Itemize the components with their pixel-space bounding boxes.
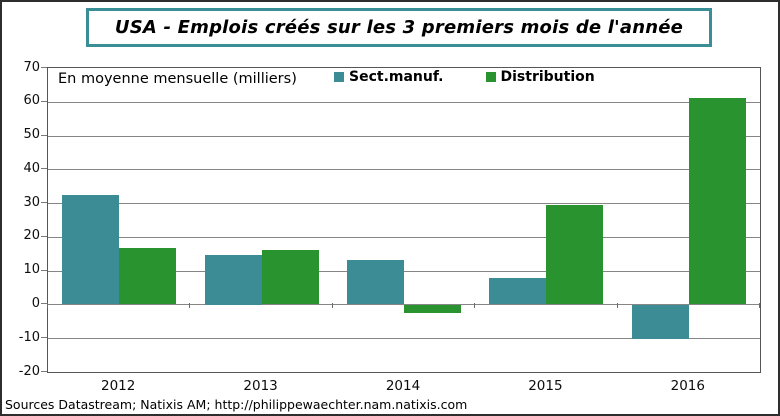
y-axis-label-0: 0 bbox=[31, 295, 40, 311]
legend-item-distribution: Distribution bbox=[485, 69, 595, 85]
source-note: Sources Datastream; Natixis AM; http://p… bbox=[5, 397, 468, 412]
gridline-y10 bbox=[48, 270, 760, 272]
bar-distribution-2014 bbox=[404, 305, 461, 314]
legend-label-sect-manuf: Sect.manuf. bbox=[349, 69, 444, 85]
y-axis-tick-0 bbox=[41, 303, 47, 305]
bar-sectmanuf-2015 bbox=[489, 277, 547, 305]
x-axis-label-2012: 2012 bbox=[101, 378, 136, 394]
gridline-y-10 bbox=[48, 338, 760, 340]
bar-distribution-2013 bbox=[261, 250, 319, 305]
y-axis-tick-20 bbox=[41, 235, 47, 237]
y-axis-tick--20 bbox=[41, 371, 47, 372]
x-axis-tick-0 bbox=[47, 303, 48, 309]
bar-distribution-2015 bbox=[546, 205, 604, 305]
y-axis-label-40: 40 bbox=[23, 160, 40, 176]
y-axis-tick--10 bbox=[41, 337, 47, 339]
legend: Sect.manuf. Distribution bbox=[334, 69, 595, 85]
y-axis-label-60: 60 bbox=[23, 93, 40, 109]
y-axis-label--20: -20 bbox=[18, 363, 40, 379]
y-axis-tick-10 bbox=[41, 269, 47, 271]
x-axis-label-2014: 2014 bbox=[385, 378, 421, 394]
y-axis-tick-50 bbox=[41, 134, 47, 136]
gridline-y50 bbox=[48, 135, 760, 137]
x-axis-label-2016: 2016 bbox=[670, 378, 705, 394]
legend-label-distribution: Distribution bbox=[500, 69, 595, 85]
y-axis-label-30: 30 bbox=[23, 194, 40, 210]
x-axis-tick-2 bbox=[331, 303, 333, 309]
gridline-y30 bbox=[48, 203, 760, 205]
gridline-y0 bbox=[48, 304, 760, 306]
y-axis-label--10: -10 bbox=[18, 329, 40, 345]
bar-sectmanuf-2016 bbox=[631, 305, 689, 340]
legend-item-sect-manuf: Sect.manuf. bbox=[334, 69, 444, 85]
bar-distribution-2012 bbox=[119, 248, 177, 305]
x-axis-label-2015: 2015 bbox=[528, 378, 563, 394]
x-axis-tick-5 bbox=[759, 303, 760, 309]
axis-unit-note: En moyenne mensuelle (milliers) bbox=[58, 71, 297, 87]
gridline-y60 bbox=[48, 101, 760, 103]
plot-area bbox=[47, 67, 761, 373]
legend-swatch-sect-manuf bbox=[334, 72, 344, 82]
legend-swatch-distribution bbox=[485, 72, 496, 82]
gridline-y20 bbox=[48, 236, 760, 238]
x-axis-label-2013: 2013 bbox=[243, 378, 278, 394]
bar-sectmanuf-2012 bbox=[62, 195, 120, 305]
y-axis-label-70: 70 bbox=[23, 59, 40, 75]
bar-sectmanuf-2013 bbox=[204, 254, 262, 305]
bar-distribution-2016 bbox=[688, 98, 746, 305]
bar-sectmanuf-2014 bbox=[347, 259, 404, 305]
chart-title: USA - Emplois créés sur les 3 premiers m… bbox=[114, 17, 684, 38]
y-axis-tick-40 bbox=[41, 168, 47, 170]
x-axis-tick-4 bbox=[616, 303, 618, 309]
y-axis-tick-30 bbox=[41, 202, 47, 204]
y-axis-tick-70 bbox=[41, 67, 47, 68]
y-axis-tick-60 bbox=[41, 100, 47, 102]
y-axis-label-20: 20 bbox=[23, 228, 40, 244]
y-axis-label-10: 10 bbox=[23, 262, 40, 278]
gridline-y40 bbox=[48, 169, 760, 171]
y-axis-label-50: 50 bbox=[23, 127, 40, 143]
x-axis-tick-1 bbox=[189, 303, 191, 309]
x-axis-tick-3 bbox=[474, 303, 476, 309]
chart-title-box: USA - Emplois créés sur les 3 premiers m… bbox=[86, 8, 712, 47]
